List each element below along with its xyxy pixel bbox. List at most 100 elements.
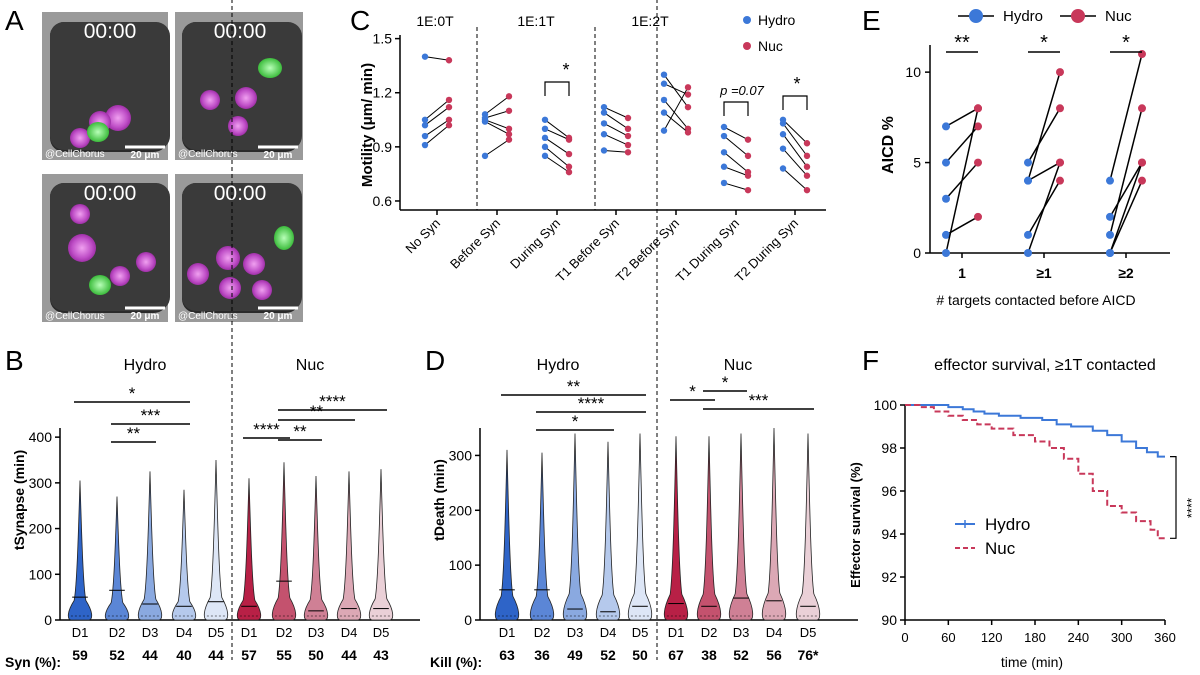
e-point-hydro [1106, 249, 1114, 257]
c-point-nuc [803, 152, 811, 160]
b-violin [368, 469, 394, 621]
c-pair-line [663, 83, 689, 95]
c-point-hydro [541, 134, 549, 142]
b-violin [336, 471, 362, 621]
panel-letter-c: C [350, 5, 370, 36]
c-pair-line [663, 87, 689, 131]
e-point-hydro [1106, 230, 1114, 239]
c-point-nuc [445, 96, 453, 104]
b-sig-label: **** [253, 420, 280, 439]
c-point-hydro [720, 132, 728, 140]
c-point-hydro [660, 127, 668, 134]
d-sig-label: * [722, 373, 729, 392]
d-row-value: 63 [499, 647, 515, 663]
chart-b: tSynapse (min) Hydro Nuc Syn (%): 0 100 20… [5, 0, 420, 670]
d-row-value: 50 [632, 647, 648, 663]
b-violin [303, 475, 329, 621]
b-row-value: 44 [341, 647, 357, 663]
e-pair-line [945, 108, 979, 254]
c-pair-line [424, 119, 450, 137]
c-pair-line [603, 112, 629, 130]
e-point-hydro [942, 249, 950, 257]
c-point-nuc [684, 103, 692, 111]
d-y-tick-label: 100 [449, 557, 473, 573]
b-row-value: 44 [208, 647, 224, 663]
c-point-hydro [660, 109, 668, 116]
e-point-nuc [1138, 104, 1146, 113]
d-row-value: 49 [567, 647, 583, 663]
e-x-tick-label: 1 [958, 265, 966, 281]
tile-watermark: @CellChorus [178, 311, 238, 322]
e-point-hydro [942, 122, 950, 131]
e-point-hydro [1024, 176, 1032, 185]
c-point-nuc [505, 131, 513, 138]
effector-cell [274, 226, 294, 250]
c-pair-line [603, 133, 629, 146]
e-point-hydro [1024, 158, 1032, 167]
d-violin [529, 452, 555, 621]
c-plot-area: 0.60.91.21.5No Syn Before Syn During SynT1… [373, 27, 826, 285]
c-point-hydro [600, 131, 608, 138]
c-annotation: * [793, 74, 800, 94]
d-row-value: 36 [534, 647, 550, 663]
e-point-hydro [1106, 176, 1114, 185]
f-xlabel: time (min) [1001, 654, 1063, 670]
c-pair-line [603, 149, 629, 153]
b-violin [137, 471, 163, 621]
b-violin [171, 489, 197, 621]
legend-marker-hydro [743, 16, 751, 24]
target-cell [216, 246, 240, 270]
b-row-value: 43 [373, 647, 389, 663]
f-y-tick-label: 98 [881, 440, 897, 456]
c-point-nuc [803, 172, 811, 179]
c-point-hydro [600, 109, 608, 116]
d-group-label: Hydro [537, 357, 580, 374]
c-pair-line [484, 121, 510, 135]
c-point-hydro [600, 103, 608, 111]
chart-f: effector survival, ≥1T contacted Effecto… [848, 357, 1199, 670]
b-sig-label: *** [141, 406, 161, 425]
e-point-hydro [942, 230, 950, 239]
microscopy-tile-1: 00:00 @CellChorus 20 μm [42, 12, 170, 161]
c-point-hydro [421, 53, 429, 60]
f-x-tick-label: 300 [1111, 630, 1133, 645]
e-pair-line [1027, 107, 1061, 163]
b-violin [271, 462, 297, 621]
d-x-tick-label: D4 [600, 625, 617, 640]
f-plot-area: 90 92 94 96 98 100 0 60 120 180 240 300 360 [874, 397, 1177, 645]
c-point-hydro [421, 141, 429, 149]
c-pair-line [723, 135, 749, 157]
c-point-nuc [445, 103, 453, 111]
c-point-nuc [684, 91, 692, 98]
e-pair-line [1027, 161, 1061, 182]
c-pair-line [782, 168, 808, 191]
b-ylabel: tSynapse (min) [11, 450, 27, 550]
scale-bar-label: 20 μm [131, 311, 160, 322]
c-pair-line [424, 124, 450, 146]
c-point-nuc [445, 116, 453, 123]
legend-label-nuc: Nuc [1105, 8, 1132, 25]
c-pair-line [484, 139, 510, 157]
c-point-nuc [744, 136, 752, 143]
c-pair-line [484, 110, 510, 119]
c-annotation: * [562, 60, 569, 80]
b-x-tick-label: D4 [176, 625, 193, 640]
legend-marker-nuc [743, 42, 751, 50]
e-y-tick-label: 5 [913, 155, 921, 171]
legend-label-hydro: Hydro [985, 515, 1030, 534]
microscopy-tile-2: 00:00 @CellChorus 20 μm [175, 12, 303, 161]
c-point-nuc [744, 172, 752, 179]
e-pair-line [1109, 180, 1143, 254]
e-point-hydro [1106, 212, 1114, 221]
c-ylabel: Motility (μm/ min) [359, 63, 376, 187]
c-point-nuc [505, 125, 513, 133]
c-point-hydro [600, 147, 608, 154]
b-group-label: Nuc [296, 357, 324, 374]
c-y-tick-label: 1.5 [373, 31, 393, 47]
b-y-tick-label: 300 [29, 475, 53, 491]
d-violin [696, 436, 722, 621]
c-x-tick-label: T2 During Syn [732, 216, 801, 285]
c-pair-line [544, 119, 570, 139]
e-point-hydro [942, 158, 950, 167]
d-sig-label: *** [749, 391, 769, 410]
